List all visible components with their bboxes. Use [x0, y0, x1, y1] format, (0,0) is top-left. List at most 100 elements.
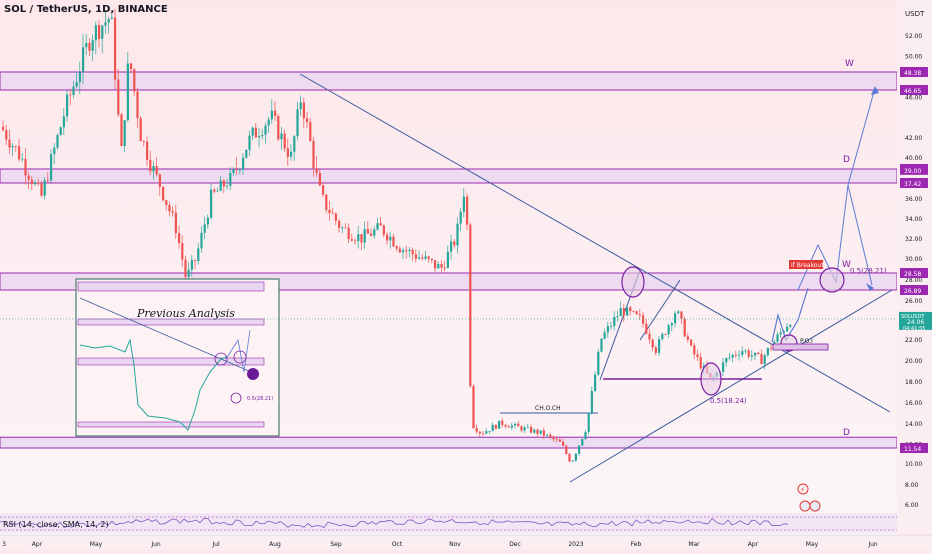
candle-body-235	[750, 355, 753, 357]
inset-title: Previous Analysis	[136, 307, 235, 320]
candle-body-161	[514, 423, 517, 426]
candle-body-11	[34, 182, 37, 185]
lightning-glyph: ⚡	[800, 486, 805, 494]
candle-body-23	[72, 86, 75, 95]
candle-body-57	[181, 243, 184, 260]
candle-body-111	[354, 240, 357, 242]
candle-body-122	[389, 236, 392, 241]
candle-body-124	[395, 246, 398, 249]
currency-label: USDT	[905, 10, 925, 18]
candle-body-208	[664, 334, 667, 335]
candle-body-203	[648, 333, 651, 340]
time-tick-15: May	[806, 541, 819, 548]
candle-body-228	[728, 357, 731, 359]
candle-body-196	[626, 307, 629, 316]
candle-body-128	[408, 249, 411, 252]
price-tick-7: 34.00	[905, 216, 922, 223]
candle-body-191	[610, 325, 613, 327]
price-tick-13: 20.00	[905, 358, 922, 365]
candle-body-108	[344, 227, 347, 229]
candle-body-127	[405, 250, 408, 252]
fib-low-label: 0.5(18.24)	[710, 397, 747, 405]
candle-body-182	[581, 438, 584, 446]
time-axis[interactable]: 3 Apr May Jun Jul Aug Sep Oct Nov Dec 2023 Feb Mar Ap…	[0, 534, 932, 550]
candle-body-146	[466, 196, 469, 225]
candle-body-69	[219, 180, 222, 191]
candle-body-134	[427, 256, 430, 259]
candle-body-194	[619, 308, 622, 317]
price-tick-20: 6.00	[905, 502, 919, 509]
candle-body-40	[126, 63, 129, 121]
last-price-countdown: 04:41:55	[903, 326, 925, 332]
candle-body-21	[66, 94, 69, 117]
candle-body-209	[667, 325, 670, 335]
candle-body-199	[635, 311, 638, 315]
candle-body-144	[459, 211, 462, 224]
candle-body-63	[200, 232, 203, 249]
candle-body-181	[578, 445, 581, 454]
symbol-title[interactable]: SOL / TetherUS, 1D, BINANCE	[4, 4, 168, 15]
candle-body-30	[94, 25, 97, 41]
price-tick-5: 40.00	[905, 155, 922, 162]
candle-body-160	[510, 425, 513, 428]
candle-body-65	[206, 217, 209, 225]
candle-body-51	[162, 186, 165, 201]
candle-body-20	[62, 116, 65, 128]
time-tick-10: Dec	[509, 541, 521, 548]
candle-body-186	[594, 374, 597, 392]
candles	[2, 8, 792, 463]
time-tick-3: May	[90, 541, 103, 548]
candle-body-105	[334, 213, 337, 221]
candle-body-93	[296, 109, 299, 137]
zone-label-4: 39.00	[904, 168, 921, 175]
candle-body-236	[754, 352, 757, 356]
candle-body-139	[443, 267, 446, 269]
candle-body-188	[600, 338, 603, 352]
candle-body-2	[5, 130, 8, 140]
candle-body-180	[574, 453, 577, 461]
candle-body-97	[309, 122, 312, 141]
candle-body-226	[722, 362, 725, 372]
candle-body-115	[366, 229, 369, 234]
candle-body-125	[398, 248, 401, 253]
price-axis[interactable]: USDT 52.00 50.00 46.00 42.00 40.00 36.00 34.00 3…	[0, 0, 932, 535]
chart-header: SOL / TetherUS, 1D, BINANCE	[4, 4, 168, 15]
candle-body-123	[392, 236, 395, 247]
candle-body-174	[555, 439, 558, 440]
candle-body-12	[37, 182, 40, 184]
flag-icon[interactable]	[799, 500, 811, 512]
last-price-value: 24.06	[907, 319, 924, 326]
candle-body-152	[485, 431, 488, 434]
inset-price-line	[79, 338, 229, 431]
candle-body-61	[194, 260, 197, 261]
candle-body-94	[299, 102, 302, 110]
price-tick-16: 14.00	[905, 421, 922, 428]
candle-body-142	[453, 241, 456, 246]
candle-body-53	[168, 205, 171, 212]
zone-label-1: 48.38	[904, 70, 921, 77]
price-tick-19: 8.00	[905, 482, 919, 489]
choch-label: CH.O.CH	[535, 405, 561, 412]
candle-body-47	[149, 159, 152, 172]
candle-body-197	[629, 307, 632, 312]
candle-body-147	[469, 224, 472, 387]
candle-body-72	[229, 173, 232, 186]
lightning-icon[interactable]	[797, 483, 809, 495]
candle-body-238	[760, 354, 763, 365]
annotations: W D W D If Breakout 0.5(28.21) 0.5(18.24…	[535, 59, 887, 512]
candle-body-31	[98, 25, 101, 39]
candle-body-106	[338, 220, 341, 228]
previous-analysis-inset: Previous Analysis 0.5(28.21)	[75, 278, 280, 437]
low-circle-marker	[700, 362, 722, 396]
candle-body-246	[786, 326, 789, 332]
zone-label-bg-4	[900, 164, 928, 175]
candle-body-46	[146, 141, 149, 160]
candle-body-229	[731, 354, 734, 358]
inset-circle-2	[233, 350, 247, 364]
flag-icon-2[interactable]	[809, 500, 821, 512]
candle-body-43	[136, 91, 139, 119]
candle-body-189	[603, 332, 606, 339]
fib-top-label: 0.5(28.21)	[850, 267, 887, 275]
